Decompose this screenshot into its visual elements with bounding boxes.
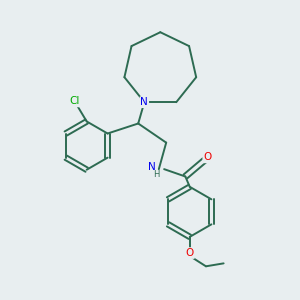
Text: O: O — [186, 248, 194, 258]
Text: N: N — [148, 162, 156, 172]
Text: Cl: Cl — [70, 96, 80, 106]
Text: N: N — [140, 97, 148, 107]
Text: H: H — [153, 170, 160, 179]
Text: O: O — [203, 152, 211, 162]
